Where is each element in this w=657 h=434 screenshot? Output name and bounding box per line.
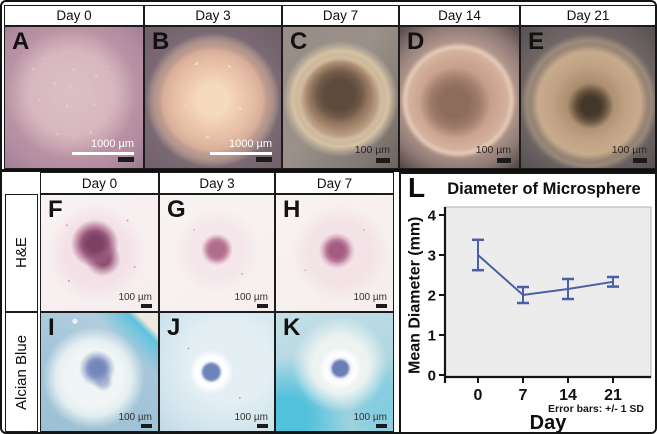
micrograph-panel-f: F 100 µm bbox=[40, 194, 159, 312]
scale-bar: 100 µm bbox=[118, 412, 152, 428]
scale-bar-mini bbox=[376, 424, 387, 428]
scale-label: 100 µm bbox=[611, 144, 647, 157]
panel-letter-l: L bbox=[408, 172, 426, 203]
micrograph-panel-i: I 100 µm bbox=[40, 312, 159, 432]
scale-bar-mini bbox=[376, 304, 387, 308]
scale-label: 1000 µm bbox=[90, 137, 134, 150]
scale-label: 100 µm bbox=[353, 292, 387, 303]
panel-letter-c: C bbox=[290, 28, 308, 55]
micrograph-panel-k: K 100 µm bbox=[275, 312, 394, 432]
scale-bar: 100 µm bbox=[476, 145, 511, 163]
row-label-alcian-blue-text: Alcian Blue bbox=[13, 334, 30, 410]
scale-bar-mini bbox=[141, 424, 152, 428]
scale-bar-mini bbox=[497, 158, 511, 163]
micrograph-panel-d: D 100 µm bbox=[399, 26, 520, 169]
bottom-header-day0-label: Day 0 bbox=[81, 175, 118, 191]
scale-bar: 100 µm bbox=[118, 292, 152, 308]
top-header-day21: Day 21 bbox=[520, 5, 655, 26]
scale-bar-mini bbox=[118, 157, 134, 162]
svg-text:1: 1 bbox=[428, 328, 436, 345]
panel-letter-h: H bbox=[283, 196, 301, 223]
top-header-day0-label: Day 0 bbox=[56, 8, 92, 23]
scale-label: 100 µm bbox=[118, 412, 152, 423]
top-header-day21-label: Day 21 bbox=[566, 8, 610, 23]
scale-label: 100 µm bbox=[118, 292, 152, 303]
micrograph-panel-g: G 100 µm bbox=[159, 194, 275, 312]
bottom-header-day3-label: Day 3 bbox=[199, 175, 235, 191]
micrograph-panel-e: E 100 µm bbox=[520, 26, 655, 169]
top-header-day7-label: Day 7 bbox=[322, 8, 359, 23]
panel-letter-i: I bbox=[48, 314, 55, 341]
scale-bar-mini bbox=[256, 157, 272, 162]
panel-letter-k: K bbox=[283, 314, 301, 341]
scale-bar: 100 µm bbox=[353, 292, 387, 308]
scale-bar: 100 µm bbox=[234, 292, 268, 308]
svg-text:3: 3 bbox=[428, 248, 436, 265]
section-divider bbox=[2, 169, 655, 172]
scale-bar-mini bbox=[141, 304, 152, 308]
scale-label: 100 µm bbox=[234, 292, 268, 303]
row-label-he: H&E bbox=[5, 194, 38, 312]
svg-text:0: 0 bbox=[474, 387, 483, 404]
scale-bar: 1000 µm bbox=[72, 138, 134, 162]
micrograph-panel-h: H 100 µm bbox=[275, 194, 394, 312]
scale-label: 100 µm bbox=[354, 144, 390, 157]
micrograph-panel-j: J 100 µm bbox=[159, 312, 275, 432]
top-header-day7: Day 7 bbox=[282, 5, 399, 26]
top-header-day0: Day 0 bbox=[4, 5, 144, 26]
bottom-header-day7: Day 7 bbox=[275, 172, 394, 194]
row-label-he-text: H&E bbox=[13, 237, 30, 269]
scale-bar-line bbox=[210, 152, 272, 155]
scale-label: 100 µm bbox=[353, 412, 387, 423]
bottom-header-day0: Day 0 bbox=[40, 172, 159, 194]
svg-text:21: 21 bbox=[604, 387, 622, 404]
chart-title: Diameter of Microsphere bbox=[447, 180, 641, 198]
diameter-chart-panel: L Diameter of Microsphere Mean Diameter … bbox=[399, 172, 655, 434]
scale-bar: 100 µm bbox=[612, 145, 647, 163]
bottom-header-day3: Day 3 bbox=[159, 172, 275, 194]
scale-bar: 100 µm bbox=[234, 412, 268, 428]
row-label-alcian-blue: Alcian Blue bbox=[5, 312, 38, 432]
top-header-day3-label: Day 3 bbox=[195, 8, 231, 23]
micrograph-panel-b: B 1000 µm bbox=[144, 26, 282, 169]
panel-letter-d: D bbox=[407, 28, 425, 55]
panel-letter-g: G bbox=[167, 196, 186, 223]
scale-bar: 100 µm bbox=[355, 145, 390, 163]
svg-text:14: 14 bbox=[559, 387, 577, 404]
scale-bar-line bbox=[72, 152, 134, 155]
scale-bar: 1000 µm bbox=[210, 138, 272, 162]
scale-bar-mini bbox=[257, 304, 268, 308]
scale-label: 100 µm bbox=[234, 412, 268, 423]
svg-text:2: 2 bbox=[428, 288, 436, 305]
top-header-day14: Day 14 bbox=[399, 5, 520, 26]
scale-label: 100 µm bbox=[475, 144, 511, 157]
top-header-day14-label: Day 14 bbox=[438, 8, 481, 23]
micrograph-panel-c: C 100 µm bbox=[282, 26, 399, 169]
svg-text:0: 0 bbox=[428, 368, 436, 385]
panel-letter-b: B bbox=[152, 28, 170, 55]
scale-bar-mini bbox=[376, 158, 390, 163]
svg-text:7: 7 bbox=[519, 387, 528, 404]
bottom-header-day7-label: Day 7 bbox=[316, 175, 353, 191]
micrograph-panel-a: A 1000 µm bbox=[4, 26, 144, 169]
diameter-chart: 0 1 2 3 4 0 7 14 21 bbox=[428, 206, 652, 404]
panel-letter-a: A bbox=[12, 28, 30, 55]
scale-label: 1000 µm bbox=[228, 137, 272, 150]
panel-letter-e: E bbox=[528, 28, 545, 55]
panel-letter-j: J bbox=[167, 314, 181, 341]
panel-letter-f: F bbox=[48, 196, 63, 223]
svg-text:4: 4 bbox=[428, 208, 437, 225]
chart-error-bar-note: Error bars: +/- 1 SD bbox=[548, 403, 644, 415]
scale-bar: 100 µm bbox=[353, 412, 387, 428]
top-header-day3: Day 3 bbox=[144, 5, 282, 26]
scale-bar-mini bbox=[633, 158, 647, 163]
chart-x-axis-label: Day bbox=[529, 412, 567, 434]
scale-bar-mini bbox=[257, 424, 268, 428]
